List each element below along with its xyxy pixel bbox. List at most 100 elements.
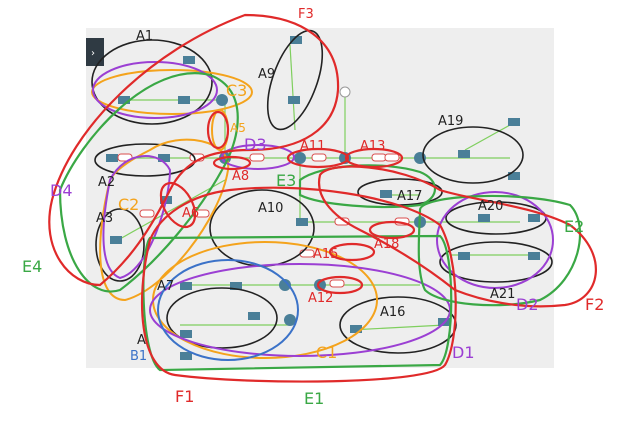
label-a19: A19 xyxy=(438,114,463,129)
link-tag xyxy=(371,153,387,162)
group-a3 xyxy=(95,208,145,282)
black-groups xyxy=(91,29,553,354)
link xyxy=(289,44,296,131)
link-tag xyxy=(311,153,327,162)
link xyxy=(349,324,446,331)
group-a18 xyxy=(368,220,416,240)
group-a5-red xyxy=(206,110,230,150)
group-a1 xyxy=(91,39,213,125)
label-a3: A3 xyxy=(96,211,113,226)
orange-labels: C3 A5 C2 C1 xyxy=(118,81,337,362)
device-node xyxy=(478,214,490,222)
label-a20: A20 xyxy=(478,199,503,214)
group-d2 xyxy=(436,191,554,289)
device-node xyxy=(158,154,170,162)
label-a5: A5 xyxy=(230,121,246,135)
link-tag xyxy=(139,209,155,218)
link-tag xyxy=(299,249,315,258)
label-c3: C3 xyxy=(226,81,247,100)
router-node xyxy=(216,94,228,106)
cloud-node xyxy=(339,86,351,98)
device-node xyxy=(528,214,540,222)
label-d4: D4 xyxy=(50,181,73,200)
group-a11 xyxy=(286,147,350,169)
group-a8 xyxy=(212,155,252,171)
chevron-right-icon: › xyxy=(91,48,95,59)
group-c2 xyxy=(99,138,230,302)
group-a16 xyxy=(339,296,457,354)
label-b1: B1 xyxy=(130,349,147,364)
group-a12 xyxy=(316,275,364,295)
group-a6 xyxy=(159,181,197,229)
label-a21: A21 xyxy=(490,287,515,302)
device-node xyxy=(180,282,192,290)
red-labels: F3 A11 A13 A8 A6 A15 A18 A12 F1 F2 xyxy=(175,7,604,406)
link-tag xyxy=(249,153,265,162)
device-node xyxy=(183,56,195,64)
link-tag xyxy=(329,279,345,288)
link xyxy=(464,124,511,151)
label-c2: C2 xyxy=(118,195,139,214)
label-f2: F2 xyxy=(585,295,604,314)
green-labels: E3 E4 E2 E1 xyxy=(22,171,584,408)
device-node xyxy=(290,36,302,44)
label-a16: A16 xyxy=(380,305,405,320)
router-node xyxy=(284,314,296,326)
group-e4 xyxy=(58,72,239,293)
group-a13 xyxy=(344,147,404,169)
label-e3: E3 xyxy=(276,171,296,190)
label-a15: A15 xyxy=(313,247,338,262)
device-node xyxy=(106,154,118,162)
device-node xyxy=(350,325,362,333)
purple-labels: D3 D4 D1 D2 xyxy=(50,135,539,362)
label-a10: A10 xyxy=(258,201,283,216)
device-node xyxy=(508,118,520,126)
sidebar-toggle-button[interactable] xyxy=(86,38,104,66)
device-node xyxy=(230,282,242,290)
group-a21 xyxy=(439,241,553,283)
device-node xyxy=(380,190,392,198)
group-b1 xyxy=(157,259,299,361)
group-f2 xyxy=(317,165,597,308)
device-node xyxy=(508,172,520,180)
group-a7 xyxy=(166,287,278,349)
label-a11: A11 xyxy=(300,139,325,154)
label-a7: A7 xyxy=(157,279,174,294)
label-a2: A2 xyxy=(98,175,115,190)
label-e2: E2 xyxy=(564,217,584,236)
link-tag xyxy=(384,153,400,162)
red-groups xyxy=(48,13,597,383)
device-node xyxy=(458,252,470,260)
group-a2 xyxy=(94,143,196,177)
group-a15 xyxy=(328,242,376,262)
group-f1 xyxy=(141,186,457,383)
label-a13: A13 xyxy=(360,139,385,154)
label-e1: E1 xyxy=(304,389,324,408)
device-node xyxy=(178,96,190,104)
group-a9 xyxy=(266,29,324,131)
label-a12: A12 xyxy=(308,291,333,306)
device-node xyxy=(180,352,192,360)
label-a18: A18 xyxy=(374,237,399,252)
device-node xyxy=(458,150,470,158)
label-e4: E4 xyxy=(22,257,42,276)
label-d2: D2 xyxy=(516,295,539,314)
device-node xyxy=(528,252,540,260)
label-d1: D1 xyxy=(452,343,475,362)
label-a17: A17 xyxy=(397,189,422,204)
diagram-panel xyxy=(86,28,554,368)
router-node xyxy=(294,152,306,164)
group-d1 xyxy=(149,263,451,357)
label-f1: F1 xyxy=(175,387,194,406)
device-node xyxy=(296,218,308,226)
label-d3: D3 xyxy=(244,135,267,154)
label-a8: A8 xyxy=(232,169,249,184)
group-f3 xyxy=(48,13,340,287)
device-node xyxy=(288,96,300,104)
device-node xyxy=(248,312,260,320)
router-node xyxy=(314,279,326,291)
label-f3: F3 xyxy=(298,7,314,22)
group-a19 xyxy=(422,126,524,184)
black-labels: A1 A9 A2 A3 A10 A19 A17 A20 A21 A7 A16 A xyxy=(96,29,515,348)
router-node xyxy=(279,279,291,291)
